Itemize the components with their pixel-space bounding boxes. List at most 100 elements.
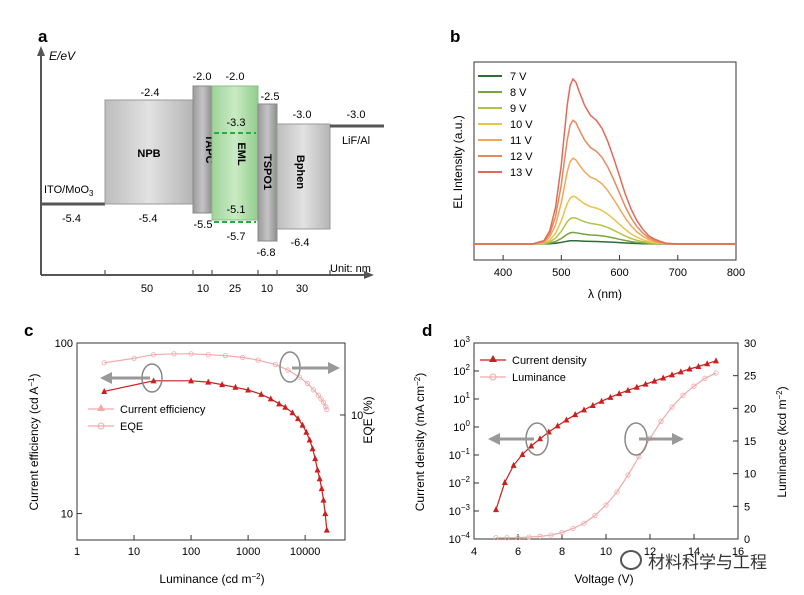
c-eqe-point [150,352,157,358]
b-xtick-label: 700 [669,267,687,279]
a-value-tapc-bottom: -5.5 [194,219,213,231]
c-ce-point [323,526,330,533]
d-luminance-point [625,472,631,478]
a-thickness-bphen: 30 [296,283,308,295]
d-current-point [563,416,570,423]
d-current-point [537,435,543,442]
b-series-line [474,77,736,245]
a-label-eml: EML [235,142,247,166]
a-thickness-npb: 50 [141,283,153,295]
b-legend-label: 12 V [510,151,533,163]
d-luminance-point [504,535,510,541]
a-unit-label: Unit: nm [330,263,371,275]
b-legend-label: 10 V [510,119,533,131]
d-ytick-right-label: 30 [744,338,756,350]
panel-label-b: b [450,27,460,46]
c-ytick-label: 100 [55,338,73,350]
b-xtick-label: 600 [610,267,628,279]
c-ce-point [188,377,195,384]
c-ce-point [316,475,323,482]
panel-label-d: d [422,321,432,340]
a-value-tspo1-top: -2.5 [261,91,280,103]
c-legend-eqe-marker [97,422,105,430]
a-value-tapc-top: -2.0 [193,71,212,83]
c-xtick-label: 10 [128,546,140,558]
b-legend-label: 7 V [510,71,527,83]
d-current-point [713,357,719,364]
c-ylabel-right: EQE (%) [361,396,375,443]
d-ytick-left-label: 10−4 [449,531,471,546]
c-xtick-label: 10000 [290,546,321,558]
c-eqe-point [131,355,137,361]
c-ce-point [205,378,212,385]
c-ce-point [312,455,319,462]
c-ce-point [267,395,274,402]
c-eqe-point [101,360,107,366]
c-eqe-point [318,396,324,402]
d-luminance-point [658,418,664,424]
c-arrowhead-left [100,372,112,384]
d-ytick-left-label: 10−3 [449,503,471,518]
d-ytick-left-label: 102 [453,363,470,378]
c-arrowhead-right [328,362,340,374]
c-eqe-point [285,367,291,373]
watermark-text: 材料科学与工程 [648,552,767,572]
b-legend-label: 11 V [510,135,532,147]
a-label-bphen: Bphen [294,155,306,190]
a-x-ticks [104,270,331,275]
d-ytick-right-label: 10 [744,469,756,481]
c-ce-point [232,383,239,390]
a-label-ito: ITO/MoO3 [44,184,94,198]
d-current-point [598,397,605,404]
c-legend-ce: Current efficiency [120,404,206,416]
watermark: 材料科学与工程 [620,548,790,572]
b-legend-label: 13 V [510,167,533,179]
d-xtick-label: 16 [732,546,744,558]
b-xtick-label: 500 [552,267,570,279]
c-legend-eqe: EQE [120,421,143,433]
c-ce-point [309,445,316,452]
d-luminance-point [548,532,554,538]
a-thickness-tapc: 10 [197,283,209,295]
c-ce-point [295,415,302,422]
c-ce-point [318,485,325,492]
b-legend-label: 9 V [510,103,527,115]
c-ce-point [258,390,265,397]
d-luminance-point [570,525,576,532]
b-ylabel: EL Intensity (a.u.) [451,115,465,209]
d-ytick-right-label: 15 [744,436,756,448]
a-label-lifal: LiF/Al [342,135,370,147]
a-x-axis-arrow [364,271,374,279]
d-xtick-label: 4 [471,546,477,558]
c-ce-point [150,377,157,384]
d-current-point [642,380,649,387]
c-ce-point [314,466,321,473]
b-xtick-label: 400 [494,267,512,279]
c-ce-point [245,386,252,393]
a-thickness-eml: 25 [229,283,241,295]
a-layer-eml [211,85,259,221]
b-series-line [474,195,736,245]
c-xlabel: Luminance (cd m−2) [159,572,264,586]
d-luminance-line [496,372,717,539]
d-luminance-point [581,520,587,526]
d-luminance-point [680,392,686,398]
c-ce-point [282,403,289,410]
d-ytick-left-label: 10−1 [449,447,471,462]
c-ce-point [219,381,226,388]
panel-label-a: a [38,27,48,46]
d-luminance-point [614,489,620,495]
a-thickness-tspo1: 10 [261,283,273,295]
d-ytick-right-label: 25 [744,371,756,383]
d-current-point [669,371,675,378]
d-legend-j-marker [489,355,497,362]
c-eqe-point [320,399,327,405]
panel-label-c: c [24,321,33,340]
d-current-point [501,478,508,485]
c-ytick-label: 10 [61,509,73,521]
d-legend: Current density Luminance [480,355,587,384]
d-current-point [660,374,667,381]
d-luminance-point [537,533,543,539]
b-series-line [474,119,736,245]
d-current-point [677,368,684,375]
